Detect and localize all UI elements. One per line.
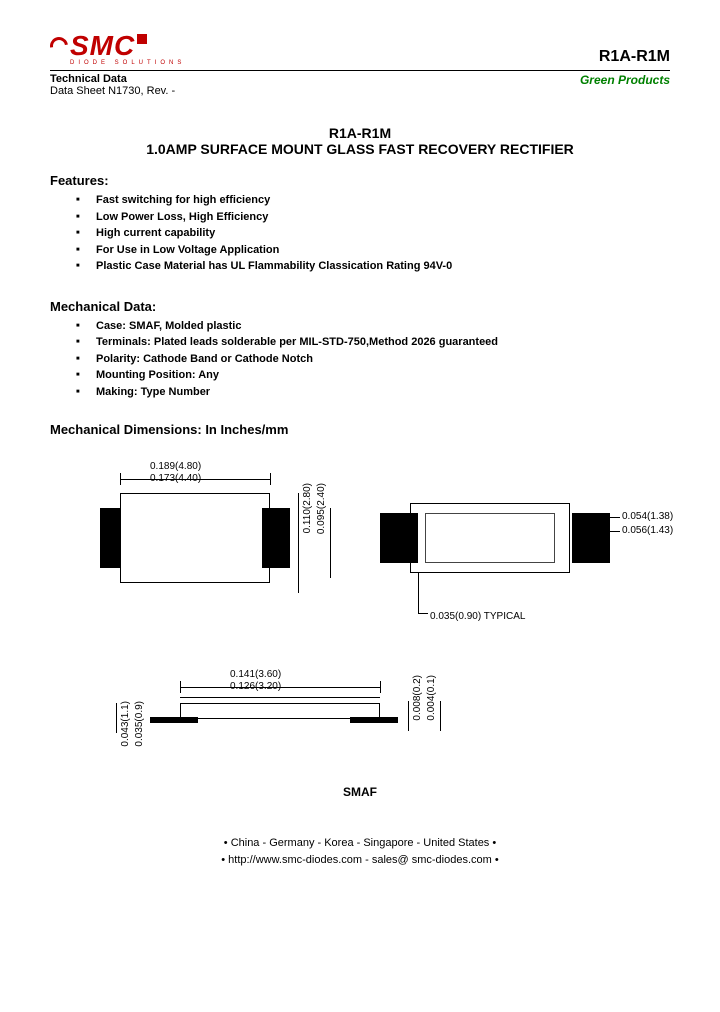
- datasheet-label: Data Sheet N1730, Rev. -: [50, 85, 175, 97]
- dim-height-nom: 0.110(2.80): [302, 483, 313, 533]
- dim-th-max: 0.004(0.1): [426, 675, 437, 721]
- green-products-label: Green Products: [580, 73, 670, 97]
- lead-left-icon: [150, 717, 198, 723]
- package-label: SMAF: [50, 785, 670, 799]
- technical-data-label: Technical Data: [50, 73, 175, 85]
- feature-item: Fast switching for high efficiency: [96, 192, 670, 209]
- inner-outline: [425, 513, 555, 563]
- mechdata-list: Case: SMAF, Molded plastic Terminals: Pl…: [50, 318, 670, 401]
- mechdata-heading: Mechanical Data:: [50, 299, 670, 314]
- dim-th-nom: 0.008(0.2): [412, 675, 423, 721]
- dim-len-nom: 0.141(3.60): [230, 669, 281, 680]
- dim-padh-max: 0.056(1.43): [622, 525, 673, 536]
- part-number: R1A-R1M: [599, 48, 670, 66]
- dimensions-heading: Mechanical Dimensions: In Inches/mm: [50, 422, 670, 437]
- dimensions-diagram: 0.189(4.80) 0.173(4.40) 0.110(2.80) 0.09…: [50, 443, 670, 823]
- pad-right-icon: [572, 513, 610, 563]
- subheader-row: Technical Data Data Sheet N1730, Rev. - …: [50, 73, 670, 97]
- dim-height-max: 0.095(2.40): [316, 483, 327, 534]
- mechdata-item: Terminals: Plated leads solderable per M…: [96, 334, 670, 351]
- dim-ht-nom: 0.043(1.1): [120, 701, 131, 747]
- dim-ht-max: 0.035(0.9): [134, 701, 145, 747]
- logo-text: SMC: [70, 30, 135, 62]
- mechdata-item: Mounting Position: Any: [96, 367, 670, 384]
- mechdata-item: Case: SMAF, Molded plastic: [96, 318, 670, 335]
- lead-right-icon: [350, 717, 398, 723]
- features-heading: Features:: [50, 173, 670, 188]
- divider: [50, 70, 670, 71]
- feature-item: For Use in Low Voltage Application: [96, 242, 670, 259]
- title-line2: 1.0AMP SURFACE MOUNT GLASS FAST RECOVERY…: [50, 141, 670, 157]
- package-body: [120, 493, 270, 583]
- pad-left-icon: [380, 513, 418, 563]
- footer-contact: • http://www.smc-diodes.com - sales@ smc…: [50, 852, 670, 869]
- feature-item: Low Power Loss, High Efficiency: [96, 209, 670, 226]
- feature-item: Plastic Case Material has UL Flammabilit…: [96, 258, 670, 275]
- top-view-drawing: [100, 483, 290, 593]
- title-line1: R1A-R1M: [50, 125, 670, 141]
- title-block: R1A-R1M 1.0AMP SURFACE MOUNT GLASS FAST …: [50, 125, 670, 157]
- logo-swoosh-icon: [46, 33, 71, 58]
- features-list: Fast switching for high efficiency Low P…: [50, 192, 670, 275]
- dim-padh-nom: 0.054(1.38): [622, 511, 673, 522]
- footer: • China - Germany - Korea - Singapore - …: [50, 835, 670, 868]
- company-logo: SMC DIODE SOLUTIONS: [50, 30, 185, 66]
- bottom-view-drawing: [380, 483, 610, 603]
- logo-box-icon: [137, 34, 147, 44]
- anode-pad-icon: [262, 508, 290, 568]
- footer-countries: • China - Germany - Korea - Singapore - …: [50, 835, 670, 852]
- logo-subtext: DIODE SOLUTIONS: [70, 60, 185, 66]
- mechdata-item: Making: Type Number: [96, 384, 670, 401]
- dim-padw-typ: 0.035(0.90) TYPICAL: [430, 611, 525, 622]
- side-view-drawing: [150, 673, 420, 763]
- dim-len-max: 0.126(3.20): [230, 681, 281, 692]
- dim-width-max: 0.173(4.40): [150, 473, 201, 484]
- header-row: SMC DIODE SOLUTIONS R1A-R1M: [50, 30, 670, 66]
- mechdata-item: Polarity: Cathode Band or Cathode Notch: [96, 351, 670, 368]
- dim-width-nom: 0.189(4.80): [150, 461, 201, 472]
- feature-item: High current capability: [96, 225, 670, 242]
